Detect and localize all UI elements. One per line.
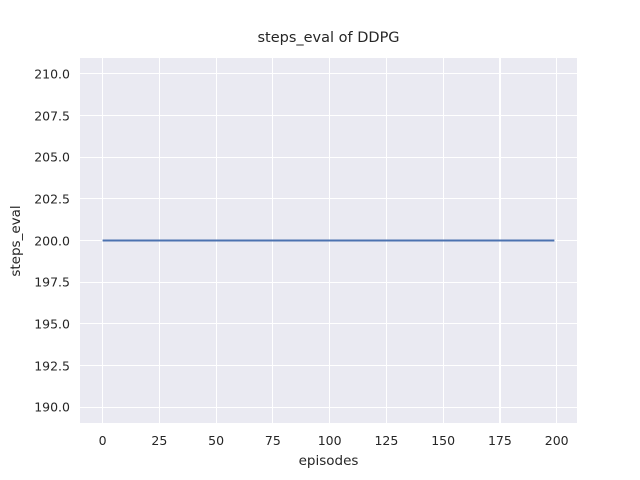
y-tick-label: 190.0 xyxy=(34,399,70,415)
x-tick-label: 100 xyxy=(317,433,342,448)
y-gridline xyxy=(80,281,577,283)
y-tick-label: 197.5 xyxy=(34,274,70,290)
y-tick-label: 202.5 xyxy=(34,191,70,207)
x-tick-label: 0 xyxy=(98,433,107,448)
data-line-svg xyxy=(102,239,555,242)
x-tick-label: 25 xyxy=(151,433,168,448)
x-tick-label: 150 xyxy=(431,433,456,448)
y-gridline xyxy=(80,323,577,325)
y-gridline xyxy=(80,114,577,117)
y-tick-label: 205.0 xyxy=(34,149,70,165)
y-axis-label: steps_eval xyxy=(8,205,24,277)
x-axis-label: episodes xyxy=(298,453,359,469)
plot-area xyxy=(80,58,577,423)
y-gridline xyxy=(80,198,577,200)
y-tick-label: 192.5 xyxy=(34,358,70,373)
x-tick-label: 50 xyxy=(208,433,225,448)
y-tick-label: 195.0 xyxy=(34,316,70,332)
x-tick-label: 125 xyxy=(374,433,399,448)
x-tick-label: 75 xyxy=(264,433,281,448)
x-tick-label: 175 xyxy=(487,433,512,448)
chart-title: steps_eval of DDPG xyxy=(257,30,400,46)
y-tick-label: 210.0 xyxy=(34,66,70,82)
y-gridline xyxy=(80,156,577,158)
y-gridline xyxy=(80,406,577,408)
y-tick-label: 207.5 xyxy=(34,108,70,123)
y-gridline xyxy=(80,364,577,367)
x-tick-label: 200 xyxy=(544,433,569,448)
y-gridline xyxy=(80,73,577,75)
y-tick-label: 200.0 xyxy=(34,233,70,248)
